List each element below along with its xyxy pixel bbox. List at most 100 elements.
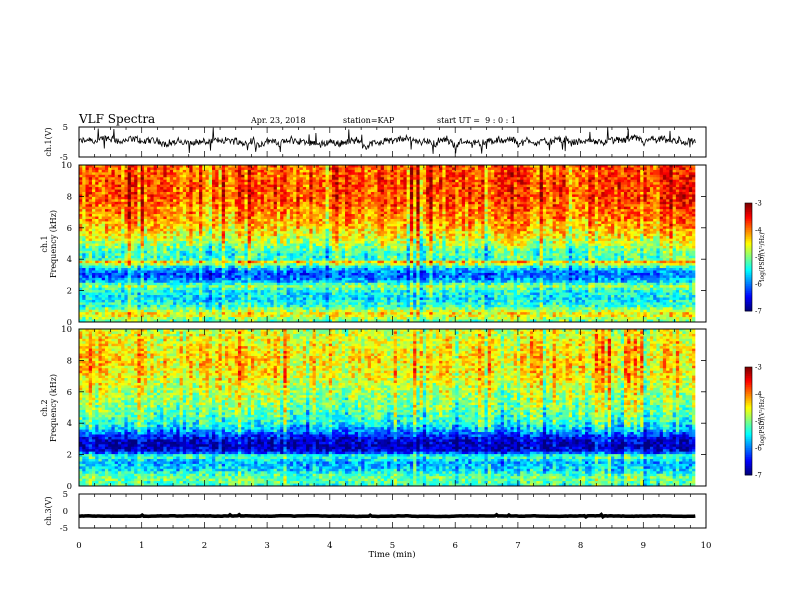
ch1-spectrogram-cell <box>614 214 618 217</box>
ch1-spectrogram-cell <box>517 217 521 220</box>
ch1-spectrogram-cell <box>351 192 355 195</box>
ch1-spectrogram-cell <box>322 194 326 197</box>
ch1-spectrogram-cell <box>488 219 492 222</box>
ch1-spectrogram-cell <box>630 172 634 175</box>
ch1-spectrogram-cell <box>206 199 210 202</box>
ch1-spectrogram-cell <box>676 190 680 193</box>
ch1-spectrogram-cell <box>358 177 362 180</box>
ch1-spectrogram-cell <box>342 219 346 222</box>
ch1-spectrogram-cell <box>261 187 265 190</box>
ch1-spectrogram-cell <box>319 177 323 180</box>
ch1-spectrogram-cell <box>244 219 248 222</box>
ch1-spectrogram-cell <box>429 226 433 229</box>
ch1-spectrogram-cell <box>124 194 128 197</box>
ch1-spectrogram-cell <box>533 207 537 210</box>
ch1-spectrogram-cell <box>176 209 180 212</box>
ch1-spectrogram-cell <box>397 187 401 190</box>
ch1-spectrogram-cell <box>686 190 690 193</box>
ch1-spectrogram-cell <box>501 204 505 207</box>
ch1-spectrogram-cell <box>549 204 553 207</box>
ch1-spectrogram-cell <box>326 172 330 175</box>
ch1-spectrogram-cell <box>371 185 375 188</box>
ch1-spectrogram-cell <box>559 170 563 173</box>
ch1-spectrogram-cell <box>595 197 599 200</box>
ch1-spectrogram-cell <box>209 204 213 207</box>
ch1-spectrogram-cell <box>111 221 115 224</box>
ch1-spectrogram-cell <box>514 175 518 178</box>
ch1-spectrogram-cell <box>403 170 407 173</box>
ch1-spectrogram-cell <box>595 172 599 175</box>
ch1-spectrogram-cell <box>637 224 641 227</box>
ch1-spectrogram-cell <box>193 209 197 212</box>
ch1-spectrogram-cell <box>397 170 401 173</box>
ch1-spectrogram-cell <box>368 204 372 207</box>
ch1-spectrogram-cell <box>488 212 492 215</box>
ch1-spectrogram-cell <box>686 204 690 207</box>
ch1-spectrogram-cell <box>501 217 505 220</box>
ch1-spectrogram-cell <box>215 194 219 197</box>
ch1-spectrogram-cell <box>290 224 294 227</box>
ch1-spectrogram-cell <box>601 182 605 185</box>
ch1-spectrogram-cell <box>585 199 589 202</box>
ch1-spectrogram-cell <box>309 197 313 200</box>
ch1-spectrogram-cell <box>313 190 317 193</box>
ch1-spectrogram-cell <box>218 224 222 227</box>
ch1-spectrogram-cell <box>637 214 641 217</box>
ch1-spectrogram-cell <box>472 194 476 197</box>
ch1-spectrogram-cell <box>79 167 83 170</box>
ch1-spectrogram-cell <box>85 204 89 207</box>
ch1-spectrogram-cell <box>416 219 420 222</box>
ch1-spectrogram-cell <box>329 172 333 175</box>
ch1-spectrogram-cell <box>689 217 693 220</box>
ch1-spectrogram-cell <box>497 209 501 212</box>
ch1-spectrogram-cell <box>605 182 609 185</box>
ch1-spectrogram-cell <box>530 175 534 178</box>
header-date: Apr. 23, 2018 <box>250 116 306 125</box>
ch1-spectrogram-cell <box>569 192 573 195</box>
ch1-spectrogram-cell <box>475 170 479 173</box>
ch1-spectrogram-cell <box>137 204 141 207</box>
ch1-spectrogram-cell <box>277 182 281 185</box>
ch1-spectrogram-cell <box>449 187 453 190</box>
ch1-spectrogram-cell <box>656 212 660 215</box>
ch1-spectrogram-cell <box>111 229 115 232</box>
ch1-spectrogram-cell <box>115 190 119 193</box>
ch1-spectrogram-cell <box>429 207 433 210</box>
ch1-spectrogram-cell <box>394 167 398 170</box>
ch1-spectrogram-cell <box>209 209 213 212</box>
ch1-spectrogram-cell <box>108 202 112 205</box>
ch1-spectrogram-cell <box>322 204 326 207</box>
ch1-spectrogram-cell <box>514 217 518 220</box>
ch1-spectrogram-cell <box>309 185 313 188</box>
ch1-spectrogram-cell <box>410 199 414 202</box>
ch1-spectrogram-cell <box>465 185 469 188</box>
ch1-spectrogram-cell <box>569 214 573 217</box>
ch1-spectrogram-cell <box>300 187 304 190</box>
ch1-spectrogram-cell <box>131 217 135 220</box>
ch1-spectrogram-cell <box>459 194 463 197</box>
ch1-spectrogram-cell <box>527 170 531 173</box>
ch1-spectrogram-cell <box>390 180 394 183</box>
ch1-spectrogram-cell <box>137 219 141 222</box>
ch1-spectrogram-cell <box>89 167 93 170</box>
ch1-spectrogram-cell <box>562 187 566 190</box>
ch1-spectrogram-cell <box>608 207 612 210</box>
ch1-spectrogram-cell <box>653 204 657 207</box>
ch1-spectrogram-cell <box>601 187 605 190</box>
ch1-spectrogram-cell <box>79 192 83 195</box>
ch1-spectrogram-cell <box>562 180 566 183</box>
ch1-spectrogram-cell <box>611 170 615 173</box>
ch1-spectrogram-cell <box>248 170 252 173</box>
ch1-spectrogram-cell <box>280 187 284 190</box>
ch1-spectrogram-cell <box>137 197 141 200</box>
ch1-spectrogram-cell <box>364 199 368 202</box>
ch1-spectrogram-cell <box>348 209 352 212</box>
ch1-spectrogram-cell <box>277 177 281 180</box>
ch1-spectrogram-cell <box>407 221 411 224</box>
ch1-spectrogram-cell <box>235 180 239 183</box>
ch1-spectrogram-cell <box>134 202 138 205</box>
ch1-spectrogram-cell <box>173 197 177 200</box>
ch1-spectrogram-cell <box>630 192 634 195</box>
ch1-spectrogram-cell <box>436 224 440 227</box>
ch1-spectrogram-cell <box>209 226 213 229</box>
